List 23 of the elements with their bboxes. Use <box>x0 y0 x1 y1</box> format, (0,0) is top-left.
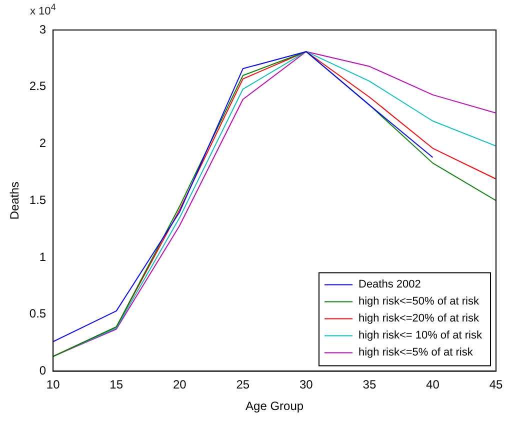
y-tick-label: 3 <box>39 22 46 36</box>
legend-label: high risk<=5% of at risk <box>358 346 474 359</box>
x-tick-label: 10 <box>46 378 60 392</box>
y-tick-label: 0 <box>39 364 46 378</box>
y-tick-label: 2 <box>39 136 46 150</box>
legend-label: high risk<= 10% of at risk <box>358 330 482 342</box>
y-tick-label: 1 <box>39 250 46 264</box>
x-tick-label: 40 <box>426 378 440 392</box>
text: x 10$^{4}$ <box>30 2 56 18</box>
x-axis-title: Age Group <box>246 399 304 414</box>
x-tick-label: 35 <box>362 378 376 392</box>
x-tick-label: 25 <box>236 378 250 392</box>
x-tick-label: 30 <box>300 378 314 392</box>
legend-label: high risk<=50% of at risk <box>358 296 480 308</box>
legend-label: high risk<=20% of at risk <box>358 312 480 325</box>
legend-label: Deaths 2002 <box>358 278 421 291</box>
x-tick-label: 20 <box>172 378 187 392</box>
y-tick-label: 1.5 <box>29 192 46 207</box>
y-tick-label: 2.5 <box>29 79 46 94</box>
y-axis-title: Deaths <box>8 182 22 220</box>
x-tick-label: 45 <box>489 378 503 392</box>
y-tick-label: 0.5 <box>29 306 46 321</box>
x-tick-label: 15 <box>110 378 124 392</box>
